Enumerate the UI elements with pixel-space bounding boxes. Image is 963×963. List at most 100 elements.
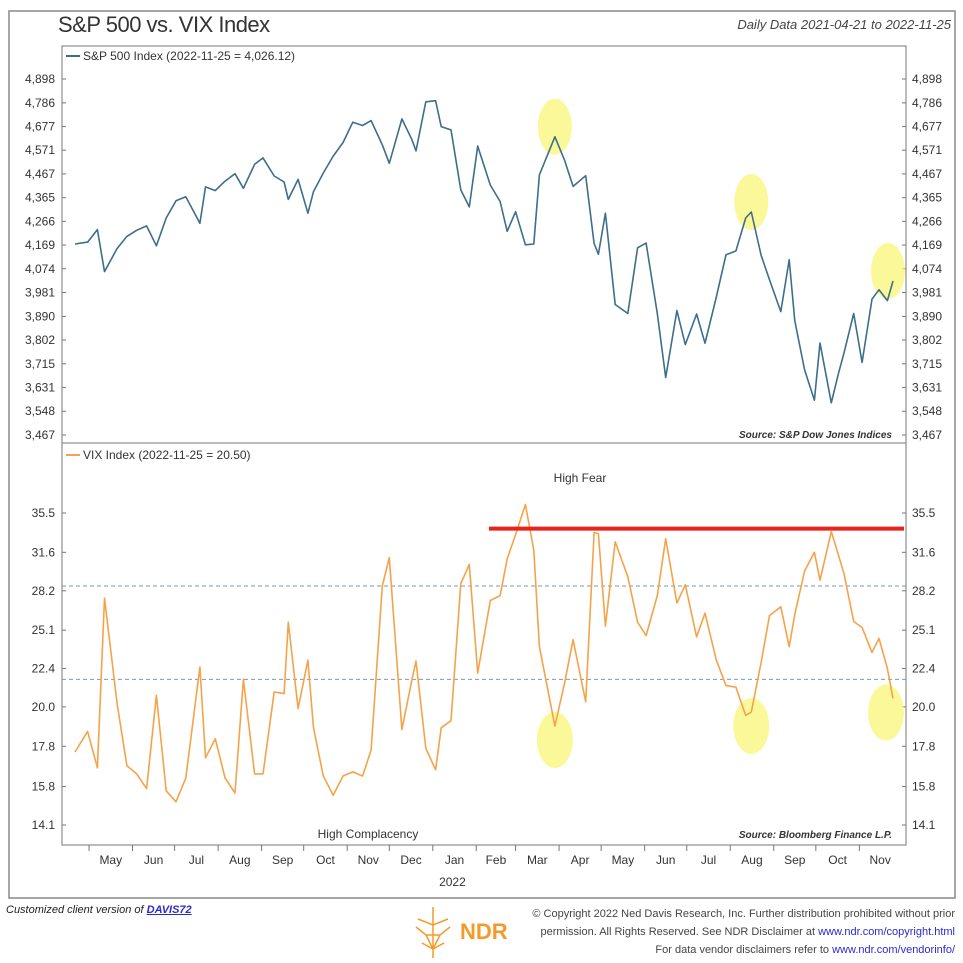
vix-highlight — [536, 712, 573, 769]
davis-link[interactable]: DAVIS72 — [146, 904, 192, 916]
sp-ytick-right: 4,677 — [912, 120, 942, 134]
sp-legend: S&P 500 Index (2022-11-25 = 4,026.12) — [83, 49, 295, 63]
vix-ytick-right: 31.6 — [912, 545, 936, 559]
customized-note: Customized client version of DAVIS72 — [6, 904, 192, 916]
vix-ytick-right: 17.8 — [912, 739, 936, 753]
vix-ytick-left: 31.6 — [32, 545, 56, 559]
copyright-line-1: © Copyright 2022 Ned Davis Research, Inc… — [532, 908, 955, 920]
vix-ytick-right: 28.2 — [912, 584, 936, 598]
sp-ytick-left: 3,981 — [25, 286, 55, 300]
xtick-label: Jun — [656, 853, 675, 867]
sp-highlight — [734, 173, 769, 230]
xtick-label: Jul — [189, 853, 204, 867]
xtick-label: Apr — [571, 853, 590, 867]
sp-ytick-left: 4,571 — [25, 143, 55, 157]
vix-ytick-right: 20.0 — [912, 700, 936, 714]
ndr-logo: NDR — [408, 905, 518, 960]
xtick-label: Jul — [701, 853, 716, 867]
high-complacency-label: High Complacency — [318, 827, 419, 841]
sp-ytick-left: 3,631 — [25, 380, 55, 394]
vix-highlight — [868, 684, 904, 741]
sp-ytick-right: 4,571 — [912, 143, 942, 157]
sp-ytick-right: 3,802 — [912, 333, 942, 347]
date-range: Daily Data 2021-04-21 to 2022-11-25 — [737, 17, 951, 32]
vix-ytick-left: 20.0 — [32, 700, 56, 714]
vix-ytick-left: 35.5 — [32, 506, 56, 520]
sp-highlight — [871, 242, 905, 299]
xtick-label: Nov — [869, 853, 890, 867]
sp-ytick-right: 4,169 — [912, 238, 942, 252]
sp-ytick-right: 4,365 — [912, 191, 942, 205]
sp-ytick-right: 4,266 — [912, 214, 942, 228]
vix-legend: VIX Index (2022-11-25 = 20.50) — [83, 448, 251, 462]
sp-ytick-left: 4,074 — [25, 262, 55, 276]
sp-ytick-right: 4,786 — [912, 96, 942, 110]
vendor-text: For data vendor disclaimers refer to — [655, 944, 833, 956]
xtick-label: Feb — [486, 853, 507, 867]
vix-ytick-left: 22.4 — [32, 662, 56, 676]
sp-ytick-right: 3,890 — [912, 309, 942, 323]
sp-ytick-left: 4,898 — [25, 72, 55, 86]
sp500-line — [74, 99, 894, 404]
vix-ytick-left: 15.8 — [32, 780, 56, 794]
vix-ytick-right: 25.1 — [912, 623, 936, 637]
sp-ytick-right: 3,715 — [912, 357, 942, 371]
sp-ytick-left: 3,715 — [25, 357, 55, 371]
vix-source: Source: Bloomberg Finance L.P. — [739, 830, 892, 841]
ndr-logo-text: NDR — [460, 919, 508, 944]
xtick-label: May — [612, 853, 635, 867]
plot-frame — [61, 45, 907, 846]
vix-ytick-left: 28.2 — [32, 584, 56, 598]
sp-ytick-left: 3,802 — [25, 333, 55, 347]
vix-highlight — [733, 697, 770, 754]
sp-ytick-right: 3,467 — [912, 428, 942, 442]
sp-source: Source: S&P Dow Jones Indices — [739, 430, 892, 441]
sp-ytick-right: 3,548 — [912, 404, 942, 418]
sp-ytick-right: 3,981 — [912, 286, 942, 300]
sp-ytick-left: 4,467 — [25, 167, 55, 181]
vix-ytick-right: 35.5 — [912, 506, 936, 520]
sp-ytick-right: 4,467 — [912, 167, 942, 181]
customized-prefix: Customized client version of — [6, 904, 147, 916]
xtick-label: Aug — [229, 853, 250, 867]
sp-ytick-left: 3,890 — [25, 309, 55, 323]
sp-ytick-left: 3,548 — [25, 404, 55, 418]
sp-ytick-left: 4,365 — [25, 191, 55, 205]
xtick-label: Jun — [144, 853, 163, 867]
vix-ytick-left: 14.1 — [32, 818, 56, 832]
xtick-label: Sep — [272, 853, 294, 867]
year-label: 2022 — [439, 875, 466, 889]
copyright-link[interactable]: www.ndr.com/copyright.html — [818, 926, 955, 938]
high-fear-label: High Fear — [554, 471, 607, 485]
vix-ytick-right: 15.8 — [912, 780, 936, 794]
vendor-link[interactable]: www.ndr.com/vendorinfo/ — [832, 944, 955, 956]
vix-ytick-left: 25.1 — [32, 623, 56, 637]
copyright-line-2: permission. All Rights Reserved. See NDR… — [540, 926, 819, 938]
sp-ytick-right: 4,074 — [912, 262, 942, 276]
vix-ytick-left: 17.8 — [32, 739, 56, 753]
sp-ytick-left: 4,169 — [25, 238, 55, 252]
sp-highlight — [537, 98, 572, 155]
outer-frame — [8, 10, 956, 899]
copyright: © Copyright 2022 Ned Davis Research, Inc… — [532, 905, 955, 959]
xtick-label: Mar — [527, 853, 548, 867]
xtick-label: Oct — [828, 853, 847, 867]
xtick-label: Sep — [784, 853, 806, 867]
vix-ytick-right: 14.1 — [912, 818, 936, 832]
chart-title: S&P 500 vs. VIX Index — [58, 12, 270, 37]
sp-ytick-left: 4,266 — [25, 214, 55, 228]
xtick-label: Nov — [358, 853, 379, 867]
vix-ytick-right: 22.4 — [912, 662, 936, 676]
vix-line — [74, 503, 894, 803]
sp-ytick-right: 3,631 — [912, 380, 942, 394]
sp-ytick-left: 4,786 — [25, 96, 55, 110]
xtick-label: Aug — [741, 853, 762, 867]
xtick-label: Dec — [400, 853, 421, 867]
bull-icon — [415, 907, 451, 958]
sp-ytick-left: 3,467 — [25, 428, 55, 442]
xtick-label: May — [99, 853, 122, 867]
sp-ytick-left: 4,677 — [25, 120, 55, 134]
xtick-label: Oct — [316, 853, 335, 867]
